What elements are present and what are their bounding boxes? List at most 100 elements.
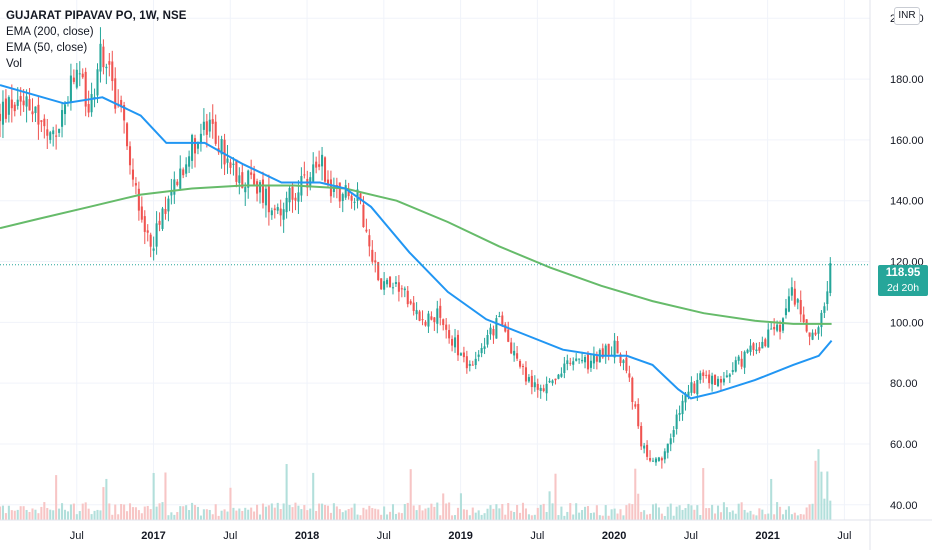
volume-bar <box>737 503 740 520</box>
candle-body <box>264 188 267 206</box>
grid <box>0 0 870 520</box>
volume-bar <box>276 502 279 520</box>
candle-body <box>315 161 318 168</box>
volume-bar <box>427 507 430 520</box>
candle-body <box>613 340 616 358</box>
candle-body <box>784 308 788 316</box>
candle-body <box>303 174 306 176</box>
bar-countdown: 2d 20h <box>886 282 920 294</box>
volume-bar <box>604 505 607 520</box>
candle-body <box>58 128 61 133</box>
candle-body <box>430 316 433 320</box>
volume-bar <box>81 503 84 520</box>
candle-body <box>820 312 823 328</box>
candle-body <box>0 113 2 122</box>
last-price-badge: 118.95 2d 20h <box>878 265 928 296</box>
candle-body <box>374 260 377 263</box>
volume-bar <box>199 515 202 520</box>
volume-bar <box>521 502 525 520</box>
volume-bar <box>297 505 300 520</box>
candle-body <box>170 190 173 196</box>
volume-bar <box>126 511 129 520</box>
volume-bar <box>338 509 341 520</box>
candle-body <box>359 193 362 201</box>
candle-body <box>462 352 465 358</box>
volume-bar <box>530 515 533 520</box>
candle-body <box>817 327 820 334</box>
volume-bar <box>740 502 743 520</box>
candle-body <box>790 287 793 296</box>
volume-bar <box>143 506 146 520</box>
candle-body <box>557 374 560 379</box>
candle-body <box>96 69 99 96</box>
candle-body <box>539 387 542 391</box>
volume-bar <box>102 487 105 520</box>
volume-bar <box>332 503 335 520</box>
volume-bar <box>687 503 690 520</box>
volume-bar <box>631 504 634 520</box>
volume-bar <box>312 472 315 520</box>
candle-body <box>418 311 421 321</box>
currency-button[interactable]: INR <box>894 7 920 25</box>
volume-bar <box>309 508 312 520</box>
candle-body <box>75 69 78 88</box>
legend-ema200[interactable]: EMA (200, close) <box>6 26 94 38</box>
volume-bar <box>134 507 137 520</box>
candle-body <box>406 290 409 305</box>
volume-bar <box>258 514 262 520</box>
volume-bar <box>575 503 578 520</box>
volume-bar <box>25 509 28 520</box>
legend-title[interactable]: GUJARAT PIPAVAV PO, 1W, NSE <box>6 10 187 22</box>
volume-bar <box>424 508 427 520</box>
candle-body <box>702 372 705 376</box>
volume-bar <box>256 504 259 520</box>
volume-bar <box>711 504 714 520</box>
candle-body <box>179 168 182 189</box>
x-tick-label: Jul <box>684 530 698 542</box>
candle-body <box>628 373 631 378</box>
candle-body <box>72 77 75 82</box>
volume-bar <box>702 468 705 520</box>
volume-bar <box>193 505 197 520</box>
candle-body <box>657 457 660 461</box>
volume-bar <box>684 508 687 520</box>
plot-area <box>0 0 870 520</box>
candle-body <box>705 374 708 376</box>
volume-bar <box>108 503 111 520</box>
candle-body <box>205 121 208 135</box>
volume-bar <box>217 515 220 520</box>
volume-bar <box>693 509 696 520</box>
x-tick-label: 2017 <box>141 530 165 542</box>
candle-body <box>448 330 451 339</box>
volume-bar <box>589 512 592 520</box>
candle-body <box>261 179 265 203</box>
candle-body <box>49 132 52 140</box>
volume-bar <box>72 503 75 520</box>
volume-bar <box>238 508 241 520</box>
volume-bar <box>622 515 625 520</box>
legend-vol[interactable]: Vol <box>6 58 22 70</box>
volume-bar <box>708 508 711 520</box>
legend-ema50[interactable]: EMA (50, close) <box>6 42 88 54</box>
candle-body <box>258 182 262 193</box>
candle-body <box>229 162 232 168</box>
candle-body <box>687 391 690 397</box>
volume-bar <box>208 509 211 520</box>
volume-bar <box>548 491 551 520</box>
candle-body <box>551 380 554 384</box>
candle-body <box>649 458 652 461</box>
volume-bar <box>784 509 788 520</box>
volume-bar <box>412 505 415 520</box>
candle-body <box>823 306 826 313</box>
candle-body <box>696 379 699 395</box>
candle-body <box>19 96 22 102</box>
candle-body <box>681 400 684 415</box>
candle-body <box>158 220 161 225</box>
candle-body <box>519 360 522 367</box>
volume-bar <box>657 507 660 520</box>
candle-body <box>548 380 551 383</box>
volume-bar <box>10 510 13 520</box>
volume-bar <box>616 513 619 520</box>
